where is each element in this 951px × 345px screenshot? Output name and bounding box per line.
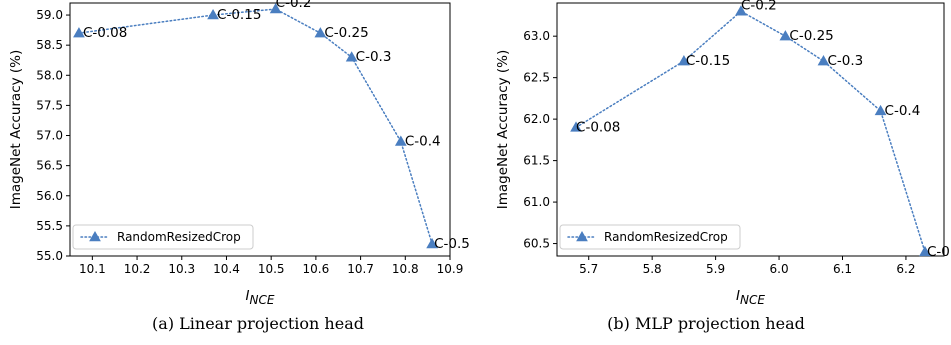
y-tick-label: 56.0: [36, 189, 63, 203]
legend-label: RandomResizedCrop: [604, 230, 728, 244]
legend-box: [72, 224, 254, 250]
y-tick-label: 62.0: [523, 112, 550, 126]
data-label: C-0.2: [276, 0, 312, 11]
y-tick-label: 63.0: [523, 29, 550, 43]
data-point: [345, 51, 358, 62]
data-point: [314, 27, 327, 38]
data-point: [779, 30, 792, 41]
x-tick-label: 6.1: [833, 262, 852, 276]
data-point: [207, 9, 219, 20]
data-point: [874, 104, 887, 116]
data-label: C-0.5: [434, 236, 470, 252]
panel-b: 5.7 5.8 5.9 6.0 6.1 6.2 60.5 61.0 61.5 62.0 62.5 63…: [495, 0, 951, 307]
y-tick-label: 62.5: [523, 71, 550, 85]
x-tick-label: 10.7: [347, 262, 374, 276]
x-tick-label: 5.8: [643, 262, 662, 276]
data-point: [394, 135, 407, 146]
caption-a: (a) Linear projection head: [152, 314, 364, 333]
data-point: [570, 121, 582, 132]
series-line: [575, 10, 926, 253]
x-tick-label: 5.9: [706, 262, 725, 276]
series-line: [78, 8, 433, 245]
y-tick-label: 57.5: [36, 98, 63, 112]
y-axis-label: ImageNet Accuracy (%): [8, 50, 24, 210]
data-label: C-0.08: [83, 25, 127, 41]
data-point: [426, 237, 438, 249]
data-label: C-0.3: [356, 49, 392, 65]
data-point: [269, 3, 282, 14]
x-tick-label: 6.2: [896, 262, 915, 276]
data-point: [678, 55, 690, 66]
y-tick-label: 58.5: [36, 38, 63, 52]
y-tick-label: 61.5: [523, 154, 550, 168]
data-label: C-0.08: [576, 119, 620, 135]
x-tick-label: 10.2: [124, 262, 151, 276]
plot-frame: [69, 2, 451, 257]
data-label: C-0.15: [217, 7, 261, 23]
data-point: [73, 27, 85, 38]
y-tick-label: 61.0: [523, 195, 550, 209]
data-label: C-0.25: [789, 28, 833, 44]
x-tick-label: 10.3: [168, 262, 195, 276]
y-tick-label: 59.0: [36, 8, 63, 22]
data-point: [817, 55, 830, 66]
y-axis-label: ImageNet Accuracy (%): [495, 50, 511, 210]
y-tick-label: 57.0: [36, 129, 63, 143]
x-tick-label: 10.8: [392, 262, 419, 276]
data-label: C-0.4: [405, 134, 441, 150]
y-tick-label: 55.0: [36, 249, 63, 263]
panel-a: 10.1 10.2 10.3 10.4 10.5 10.6 10.7 10.8 10.9 55.0…: [8, 0, 470, 307]
y-tick-label: 58.0: [36, 68, 63, 82]
legend-box: [559, 224, 741, 250]
x-axis-label: INCE: [736, 288, 765, 307]
x-tick-label: 5.7: [579, 262, 598, 276]
legend-marker: [89, 230, 101, 242]
x-tick-label: 10.5: [258, 262, 285, 276]
data-label: C-0.3: [827, 53, 863, 69]
data-label: C-0.25: [324, 25, 368, 41]
x-tick-label: 6.0: [770, 262, 789, 276]
y-tick-label: 56.5: [36, 159, 63, 173]
y-tick-label: 55.5: [36, 219, 63, 233]
data-label: C-0.15: [686, 53, 730, 69]
y-tick-label: 60.5: [523, 237, 550, 251]
data-point: [735, 5, 747, 16]
data-label: C-0.2: [741, 0, 777, 13]
caption-b: (b) MLP projection head: [607, 314, 805, 333]
legend-marker: [576, 230, 588, 242]
data-point: [919, 245, 931, 257]
x-tick-label: 10.6: [303, 262, 330, 276]
x-tick-label: 10.1: [79, 262, 106, 276]
x-tick-label: 10.9: [437, 262, 464, 276]
data-label: C-0.5: [927, 244, 951, 260]
plot-frame: [556, 2, 945, 257]
legend-label: RandomResizedCrop: [117, 230, 241, 244]
data-label: C-0.4: [885, 103, 921, 119]
x-axis-label: INCE: [246, 288, 275, 307]
x-tick-label: 10.4: [213, 262, 240, 276]
